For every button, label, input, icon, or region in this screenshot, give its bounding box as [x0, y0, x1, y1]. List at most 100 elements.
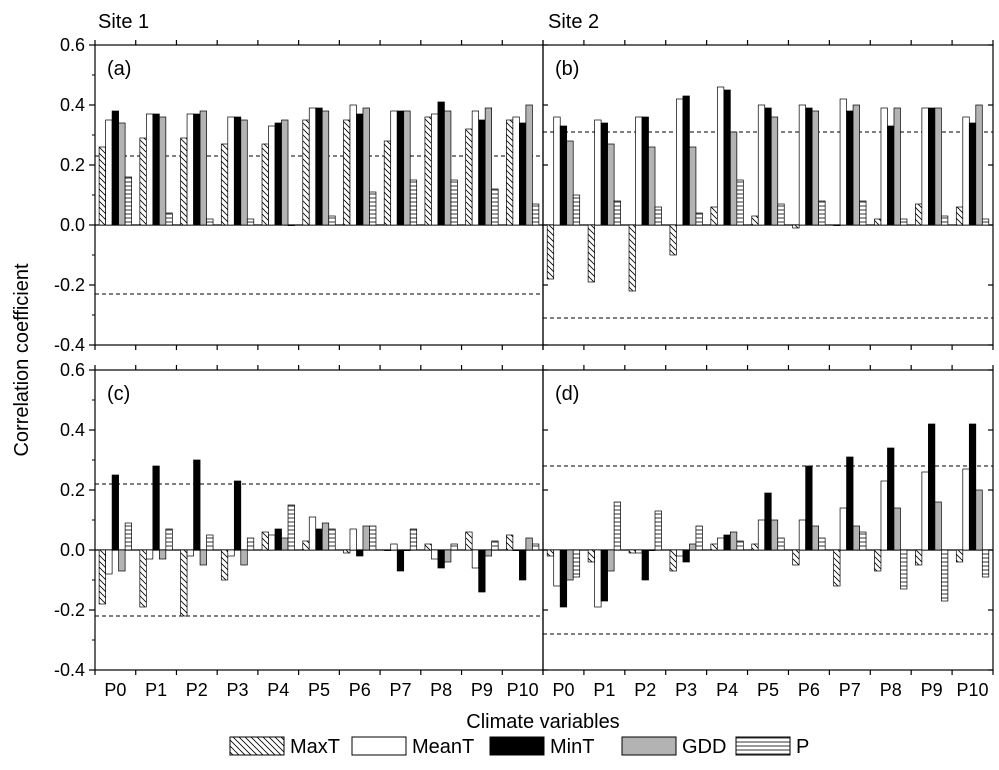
- bar-meant-p0: [105, 549, 113, 575]
- panel-label: (c): [107, 383, 130, 405]
- bar-maxt-p0: [546, 224, 555, 280]
- y-axis-label: Correlation coefficient: [11, 263, 33, 457]
- bar-p-p1: [613, 501, 621, 551]
- bar-meant-p8: [880, 480, 888, 551]
- bar-p-p0: [124, 176, 132, 226]
- bar-maxt-p5: [751, 543, 759, 551]
- y-tick-label: 0.6: [60, 35, 85, 55]
- bar-gdd-p6: [362, 107, 370, 226]
- x-tick-label: P4: [716, 680, 738, 700]
- bar-gdd-p0: [566, 549, 574, 581]
- bar-mint-p3: [682, 95, 690, 226]
- bar-maxt-p2: [180, 549, 188, 617]
- bar-maxt-p6: [343, 549, 351, 554]
- bar-meant-p10: [962, 468, 970, 551]
- x-tick-label: P8: [880, 680, 902, 700]
- bar-mint-p0: [559, 549, 568, 608]
- bar-mint-p0: [559, 125, 568, 226]
- bar-mint-p8: [437, 101, 445, 226]
- x-tick-label: P6: [798, 680, 820, 700]
- panel-label: (a): [107, 58, 131, 80]
- legend-swatch-p: [735, 736, 791, 756]
- legend-swatch-meant: [351, 736, 407, 756]
- bar-maxt-p4: [261, 143, 269, 226]
- bar-p-p6: [369, 191, 377, 226]
- bar-maxt-p3: [220, 143, 229, 226]
- bar-gdd-p8: [893, 107, 901, 226]
- legend-label-maxt: MaxT: [290, 736, 340, 758]
- bar-meant-p7: [390, 110, 398, 226]
- bar-p-p7: [409, 528, 418, 551]
- bar-mint-p3: [233, 480, 242, 551]
- bar-p-p2: [654, 206, 662, 226]
- bar-mint-p7: [396, 110, 405, 226]
- bar-p-p8: [900, 218, 908, 226]
- bar-p-p9: [941, 549, 949, 602]
- bar-maxt-p5: [302, 540, 310, 551]
- site-1-label: Site 1: [98, 11, 149, 33]
- bar-gdd-p2: [199, 110, 207, 226]
- bar-mint-p10: [968, 423, 977, 551]
- bar-maxt-p7: [383, 140, 392, 226]
- bar-maxt-p10: [506, 534, 514, 551]
- bar-maxt-p9: [465, 128, 473, 226]
- x-tick-label: P4: [267, 680, 289, 700]
- bar-meant-p1: [145, 113, 154, 226]
- bar-gdd-p7: [852, 104, 860, 226]
- bar-gdd-p4: [281, 119, 289, 226]
- y-tick-label: 0.0: [60, 540, 85, 560]
- y-tick-label: -0.4: [54, 660, 85, 680]
- bar-meant-p7: [839, 98, 847, 226]
- bar-meant-p1: [594, 549, 602, 608]
- legend-label-gdd: GDD: [682, 736, 726, 758]
- x-tick-label: P2: [634, 680, 656, 700]
- bar-gdd-p3: [689, 146, 697, 226]
- bar-maxt-p1: [587, 224, 595, 283]
- bar-mint-p4: [723, 89, 731, 226]
- bar-mint-p6: [805, 465, 813, 551]
- bar-meant-p3: [227, 116, 235, 226]
- x-tick-label: P10: [507, 680, 539, 700]
- bar-maxt-p9: [465, 531, 473, 551]
- panel-frame: [94, 369, 544, 671]
- bar-meant-p10: [512, 549, 520, 551]
- bar-maxt-p7: [833, 549, 841, 587]
- y-tick-label: -0.4: [54, 335, 85, 355]
- bar-gdd-p9: [484, 107, 493, 226]
- y-tick-label: -0.2: [54, 275, 85, 295]
- bar-gdd-p10: [975, 104, 983, 226]
- bar-p-p7: [409, 179, 418, 226]
- bar-meant-p10: [962, 116, 970, 226]
- bar-meant-p7: [839, 507, 847, 551]
- bar-meant-p2: [186, 549, 194, 557]
- bar-gdd-p0: [118, 122, 126, 226]
- bar-p-p1: [165, 528, 173, 551]
- panel-d: P0 P1 P2 P3 P4 P5 P6 P7 P8 P9 P10 (d): [542, 365, 994, 700]
- x-tick-label: P2: [186, 680, 208, 700]
- panel-a: -0.4 -0.2 0.0 0.2 0.4 0.6 (a): [54, 35, 544, 355]
- bar-maxt-p6: [343, 119, 351, 226]
- bar-maxt-p1: [587, 549, 595, 563]
- x-tick-label: P8: [430, 680, 452, 700]
- bar-meant-p8: [431, 113, 439, 226]
- bar-mint-p6: [356, 113, 364, 226]
- bar-p-p9: [941, 215, 949, 226]
- bar-maxt-p6: [792, 549, 800, 566]
- bar-mint-p2: [193, 459, 201, 551]
- legend-label-meant: MeanT: [412, 736, 474, 758]
- bar-maxt-p1: [139, 137, 147, 226]
- x-tick-label: P0: [104, 680, 126, 700]
- bar-maxt-p2: [180, 137, 188, 226]
- bar-p-p6: [818, 537, 826, 551]
- bar-mint-p1: [152, 113, 160, 226]
- x-tick-label: P0: [552, 680, 574, 700]
- bar-mint-p5: [764, 107, 772, 226]
- bar-gdd-p1: [607, 143, 615, 226]
- bar-gdd-p5: [321, 110, 330, 226]
- bar-maxt-p3: [669, 549, 677, 572]
- y-tick-label: 0.4: [60, 95, 85, 115]
- x-tick-label: P1: [593, 680, 615, 700]
- y-tick-label: 0.4: [60, 420, 85, 440]
- bar-maxt-p2: [628, 549, 636, 554]
